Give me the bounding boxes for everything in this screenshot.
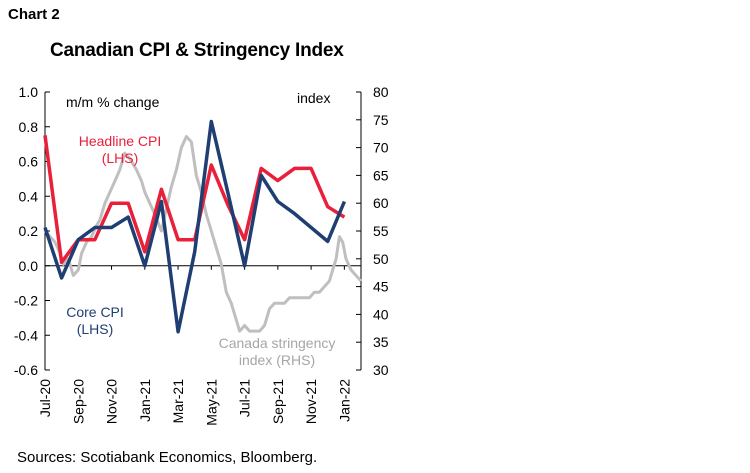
left-tick-label: 0.6	[19, 154, 39, 170]
right-tick-label: 30	[373, 362, 389, 378]
stringency-annotation: index (RHS)	[239, 352, 315, 368]
left-tick-label: 1.0	[19, 84, 39, 100]
right-tick-label: 45	[373, 279, 389, 295]
left-tick-label: 0.0	[19, 258, 39, 274]
right-tick-label: 55	[373, 223, 389, 239]
x-tick-label: Jan-21	[137, 379, 153, 422]
chart-label: Chart 2	[8, 6, 60, 23]
right-tick-label: 80	[373, 84, 389, 100]
x-tick-label: Jul-20	[37, 379, 53, 417]
chart-lines	[43, 119, 363, 334]
right-tick-label: 65	[373, 167, 389, 183]
stringency-annotation: Canada stringency	[219, 335, 336, 351]
left-tick-label: 0.4	[19, 188, 39, 204]
left-tick-label: 0.2	[19, 223, 39, 239]
x-tick-label: Sep-21	[270, 379, 286, 424]
x-tick-label: Nov-21	[303, 379, 319, 424]
right-axis-title: index	[297, 90, 330, 106]
right-tick-label: 60	[373, 195, 389, 211]
core-cpi-line	[43, 119, 347, 334]
x-tick-label: Jan-22	[336, 379, 352, 422]
chart-labels: 1.0 0.8 0.6 0.4 0.2 0.0 -0.2 -0.4 -0.6 80 75 70 65 60…	[14, 84, 389, 426]
headline-cpi-annotation: Headline CPI	[79, 133, 162, 149]
left-tick-label: -0.6	[14, 362, 38, 378]
core-cpi-annotation: (LHS)	[77, 321, 114, 337]
left-axis-title: m/m % change	[66, 94, 160, 110]
left-tick-label: -0.4	[14, 327, 38, 343]
headline-cpi-annotation: (LHS)	[102, 150, 139, 166]
x-tick-label: Sep-20	[70, 379, 86, 424]
right-tick-label: 50	[373, 251, 389, 267]
stringency-index-line	[43, 135, 363, 333]
left-tick-label: -0.2	[14, 293, 38, 309]
right-tick-label: 40	[373, 306, 389, 322]
right-tick-label: 75	[373, 112, 389, 128]
left-tick-label: 0.8	[19, 119, 39, 135]
chart-title: Canadian CPI & Stringency Index	[50, 40, 344, 61]
right-tick-label: 35	[373, 334, 389, 350]
x-tick-label: May-21	[203, 379, 219, 426]
x-tick-label: Nov-20	[104, 379, 120, 424]
x-tick-label: Jul-21	[237, 379, 253, 417]
core-cpi-annotation: Core CPI	[66, 304, 124, 320]
source-note: Sources: Scotiabank Economics, Bloomberg…	[17, 449, 318, 466]
x-tick-label: Mar-21	[170, 379, 186, 424]
right-tick-label: 70	[373, 140, 389, 156]
